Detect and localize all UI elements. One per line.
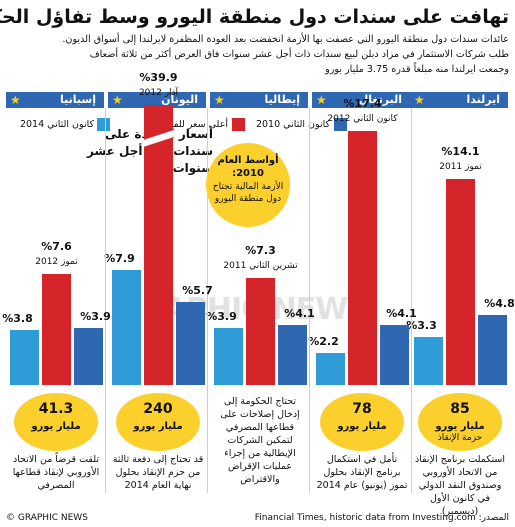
bailout-circle: 78 مليار يورو — [320, 393, 404, 451]
peak-date-label: تموز 2012 — [35, 257, 78, 268]
bar-jan2010 — [74, 328, 103, 385]
bailout-circle: 41.3 مليار يورو — [14, 393, 98, 451]
country-note: استكملت برنامج الإنقاذ من الاتحاد الأورو… — [415, 454, 505, 517]
value-label-jan2010: %5.7 — [182, 283, 213, 297]
country-header: ايرلندا ★ — [410, 92, 508, 108]
bailout-amount: 85 — [450, 401, 470, 417]
peak-value-label: %17.4 — [343, 96, 382, 110]
value-label-jan2010: %4.8 — [484, 296, 515, 310]
legend-label-jan2014: كانون الثاني 2014 — [19, 119, 94, 130]
bailout-amount: 78 — [352, 401, 372, 417]
bar-jan2014 — [112, 269, 141, 385]
bailout-circle: 85 مليار يورو حزمة الإنقاذ — [418, 393, 502, 451]
value-label-jan2010: %4.1 — [386, 307, 417, 321]
country-name: البرتغال — [358, 93, 402, 106]
bar-jan2010 — [176, 301, 205, 385]
value-label-jan2014: %2.2 — [308, 334, 339, 348]
eu-star-icon: ★ — [10, 93, 21, 107]
country-header: البرتغال ★ — [312, 92, 410, 108]
legend-label-jan2010: كانون الثاني 2010 — [255, 119, 330, 130]
peak-date-label: كانون الثاني 2012 — [327, 113, 398, 124]
peak-value-label: %14.1 — [441, 145, 480, 159]
column-divider — [105, 108, 106, 493]
value-label-jan2014: %7.9 — [104, 251, 135, 265]
bailout-circle: 240 مليار يورو — [116, 393, 200, 451]
eu-star-icon: ★ — [112, 93, 123, 107]
column-divider — [207, 108, 208, 493]
peak-value-label: %7.3 — [245, 244, 276, 258]
copyright-credit: © GRAPHIC NEWS — [6, 513, 88, 523]
bar-jan2014 — [414, 336, 443, 385]
annotation-heading: أواسط العام 2010: — [217, 155, 279, 179]
bar-jan2010 — [478, 314, 507, 385]
bailout-unit: مليار يورو — [133, 421, 183, 432]
value-label-jan2014: %3.3 — [406, 318, 437, 332]
bailout-amount: 240 — [143, 401, 173, 417]
bailout-extra: حزمة الإنقاذ — [437, 433, 483, 443]
value-label-jan2014: %3.8 — [2, 311, 33, 325]
subtitle-line-2: طلب شركات الاستثمار في مزاد دبلن لبيع سن… — [89, 49, 509, 60]
peak-value-label: %7.6 — [41, 240, 72, 254]
country-note: قد تحتاج إلى دفعة ثالثة من حزم الإنقاذ ب… — [112, 454, 204, 491]
eu-star-icon: ★ — [214, 93, 225, 107]
country-header: إسبانيا ★ — [6, 92, 104, 108]
peak-date-label: تشرين الثاني 2011 — [223, 261, 298, 272]
legend-swatch-jan2010 — [334, 118, 347, 131]
subtitle-line-3: وجمعت ايرلندا منه مبلغاً قدره 3.75 مليار… — [325, 64, 509, 75]
bar-jan2010 — [380, 325, 409, 385]
peak-date-label: تموز 2011 — [439, 162, 482, 173]
eu-star-icon: ★ — [414, 93, 425, 107]
bar-peak — [144, 105, 173, 385]
source-note: المصدر: Financial Times, historic data f… — [254, 513, 509, 523]
page-title: تهافت على سندات دول منطقة اليورو وسط تفا… — [0, 6, 509, 28]
peak-date-label: آذار 2012 — [138, 88, 179, 98]
country-name: اليونان — [161, 93, 198, 106]
bailout-unit: مليار يورو — [337, 421, 387, 432]
country-name: ايرلندا — [466, 93, 501, 106]
country-note: تأمل في استكمال برنامج الإنقاذ بحلول تمو… — [316, 454, 408, 491]
country-header: إيطاليا ★ — [210, 92, 308, 108]
bar-peak — [446, 179, 475, 385]
bar-jan2010 — [278, 325, 307, 385]
value-label-jan2010: %4.1 — [284, 307, 315, 321]
y-axis-title: أسعار الفائدة على سندات ذات أجل عشر سنوا… — [86, 127, 213, 175]
column-divider — [309, 108, 310, 493]
column-divider — [411, 108, 412, 493]
value-label-jan2010: %3.9 — [80, 310, 111, 324]
country-header: اليونان ★ — [108, 92, 206, 108]
bailout-unit: مليار يورو — [435, 421, 485, 432]
legend-swatch-peak — [232, 118, 245, 131]
bailout-unit: مليار يورو — [31, 421, 81, 432]
country-name: إيطاليا — [264, 93, 301, 106]
bar-peak — [246, 278, 275, 385]
bar-peak — [348, 130, 377, 385]
legend-swatch-jan2014 — [97, 118, 110, 131]
bar-jan2014 — [316, 352, 345, 385]
subtitle-line-1: عائدات سندات دول منطقة اليورو التي عصفت … — [62, 34, 509, 45]
country-name: إسبانيا — [60, 93, 96, 106]
bar-jan2014 — [214, 328, 243, 385]
annotation-circle: أواسط العام 2010: الأزمة المالية تجتاح د… — [206, 143, 290, 227]
bailout-amount: 41.3 — [38, 401, 74, 417]
country-note: تلقت قرضاً من الاتحاد الأوروبي لإنقاذ قط… — [12, 454, 100, 491]
eu-star-icon: ★ — [316, 93, 327, 107]
country-note: تحتاج الحكومة إلى إدخال إصلاحات على قطاع… — [220, 396, 300, 485]
value-label-jan2014: %3.9 — [206, 310, 237, 324]
bar-peak — [42, 274, 71, 385]
bar-jan2014 — [10, 329, 39, 385]
legend-label-peak: أعلى سعر للفائدة — [158, 119, 228, 130]
annotation-body: الأزمة المالية تجتاح دول منطقة اليورو — [212, 182, 284, 204]
peak-value-label: %39.9 — [139, 71, 178, 84]
